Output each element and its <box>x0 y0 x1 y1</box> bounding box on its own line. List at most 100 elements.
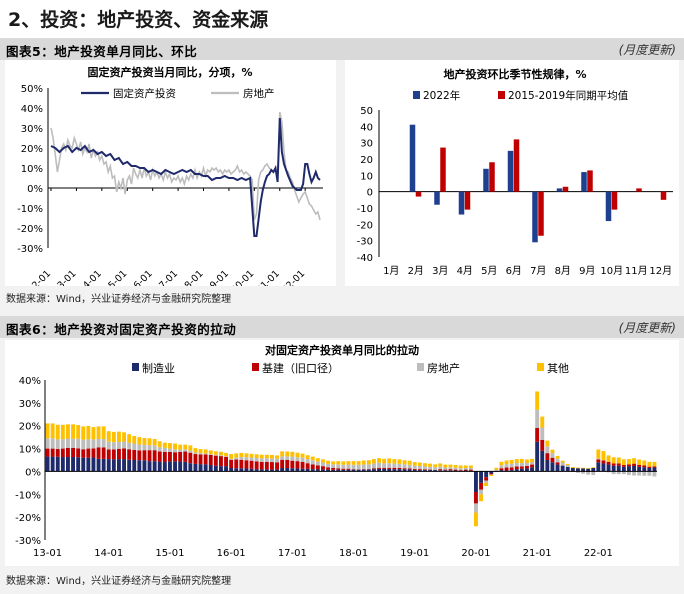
chart1-ytick: 50% <box>21 84 43 95</box>
chart3-bar-segment <box>372 469 376 472</box>
chart3-bar-segment <box>239 457 244 460</box>
chart3-bar-segment <box>239 468 244 472</box>
chart3-bar-segment <box>494 467 499 470</box>
chart3-bar-segment <box>550 449 555 454</box>
chart3-bar-segment <box>382 463 387 468</box>
chart3-bar-segment <box>76 457 81 472</box>
chart3-bar-segment <box>122 432 126 442</box>
chart3-bar-segment <box>474 512 478 527</box>
chart3-bar-segment <box>50 456 55 472</box>
chart3-bar-segment <box>259 458 264 462</box>
chart3-bar-segment <box>321 469 325 472</box>
chart3-bar-segment <box>581 471 585 474</box>
chart3-bar-segment <box>203 449 208 454</box>
chart3-bar-segment <box>377 462 381 468</box>
chart3-bar-segment <box>183 449 188 452</box>
chart3-ytick: 40% <box>19 376 41 387</box>
chart3-bar-segment <box>81 449 86 458</box>
chart3-bar-segment <box>198 464 203 472</box>
chart3-bar-segment <box>193 452 198 455</box>
chart3-bar-segment <box>474 503 478 513</box>
chart3-bar-segment <box>443 470 448 472</box>
chart3-bar-segment <box>412 462 417 466</box>
chart3-bar-segment <box>264 454 269 459</box>
chart3-bar-segment <box>305 459 310 464</box>
chart3-bar-segment <box>117 448 121 460</box>
chart3-bar-segment <box>474 492 478 504</box>
chart3-bar-segment <box>96 426 101 439</box>
chart3-bar-segment <box>499 468 504 471</box>
chart3-bar-segment <box>60 424 65 440</box>
chart3-bar-segment <box>132 449 137 460</box>
chart3-bar-segment <box>315 465 320 470</box>
chart3-bar-segment <box>423 466 427 470</box>
chart3-bar-segment <box>642 467 647 472</box>
chart2-bar-avg <box>538 191 544 236</box>
chart3-bar-segment <box>178 461 183 472</box>
chart3-bar-segment <box>244 457 249 461</box>
chart3-ytick: 30% <box>19 399 41 410</box>
chart3-bar-segment <box>545 453 550 460</box>
chart3-bar-segment <box>295 468 300 472</box>
chart3-bar-segment <box>162 447 167 452</box>
chart3-bar-segment <box>188 463 193 472</box>
chart3-bar-segment <box>152 461 157 472</box>
chart3-bar-segment <box>545 440 550 447</box>
chart3-bar-segment <box>504 460 509 465</box>
chart3-bar-segment <box>132 443 137 450</box>
chart2-xtick: 12月 <box>649 265 672 277</box>
chart3-bar-segment <box>448 469 453 471</box>
chart3-bar-segment <box>117 459 121 472</box>
chart3-xtick: 15-01 <box>155 548 184 559</box>
chart1-panel: 固定资产投资当月同比，分项，% 50% 40% 30% 20% 10% 0% -10% -20%… <box>5 60 336 296</box>
chart3-bar-segment <box>111 449 116 460</box>
chart3-bar-segment <box>377 468 381 472</box>
chart3-panel: 对固定资产投资单月同比的拉动 40% 30% 20% 10% 0% -10% -20% -30%… <box>5 340 679 566</box>
chart3-bar-segment <box>423 470 427 472</box>
chart3-bar-segment <box>244 468 249 472</box>
chart3-bar-segment <box>565 466 570 472</box>
chart3-bar-segment <box>290 451 295 457</box>
chart3-bar-segment <box>117 431 121 442</box>
chart3-bar-segment <box>555 458 560 463</box>
chart3-bar-segment <box>382 468 387 472</box>
chart3-bar-segment <box>310 456 315 461</box>
source2: 数据来源：Wind，兴业证券经济与金融研究院整理 <box>6 576 232 587</box>
chart3-bar-segment <box>244 460 249 469</box>
chart3-bar-segment <box>372 459 376 464</box>
chart3-bar-segment <box>550 462 555 472</box>
chart3-bar-segment <box>366 464 371 470</box>
chart3-bar-segment <box>637 464 642 467</box>
chart3-bar-segment <box>479 471 483 483</box>
chart3-bar-segment <box>565 465 570 467</box>
chart3-bar-segment <box>637 459 642 465</box>
chart3-bar-segment <box>458 470 463 471</box>
chart3-ytick: 0% <box>25 467 41 478</box>
chart3-bar-segment <box>122 441 126 449</box>
chart3-bar-segment <box>351 464 356 470</box>
chart2-bar-avg <box>587 170 593 192</box>
chart3-bar-segment <box>111 431 116 443</box>
chart3-bar-segment <box>224 456 228 457</box>
page-title: 2、投资：地产投资、资金来源 <box>8 9 269 31</box>
chart3-bar-segment <box>540 427 545 440</box>
chart3-bar-segment <box>219 466 223 472</box>
chart3-bar-segment <box>137 450 142 461</box>
chart3-bar-segment <box>305 455 310 460</box>
chart3-bar-segment <box>173 461 177 472</box>
chart2-ytick: 40 <box>360 122 373 133</box>
chart2-xtick: 4月 <box>457 265 473 277</box>
chart3-bar-segment <box>530 467 534 472</box>
chart3-bar-segment <box>555 462 560 465</box>
chart3-bar-segment <box>616 457 621 464</box>
chart3-bar-segment <box>397 469 402 472</box>
chart3-bar-segment <box>270 458 274 463</box>
chart2-ytick: 50 <box>360 106 373 117</box>
chart3-bar-segment <box>270 469 274 472</box>
chart3-bar-segment <box>101 426 106 439</box>
chart3-bar-segment <box>91 448 96 458</box>
chart2-bar-avg <box>611 191 618 210</box>
chart3-bar-segment <box>433 464 438 468</box>
chart3-bar-segment <box>387 463 392 468</box>
chart2-legend-label: 2015-2019年同期平均值 <box>508 89 629 102</box>
